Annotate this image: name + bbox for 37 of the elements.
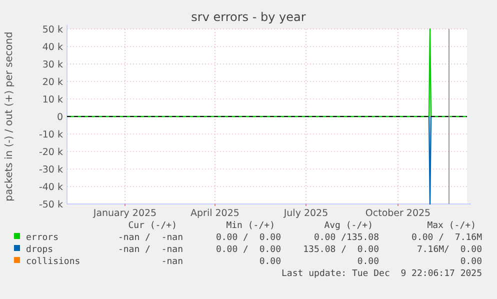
y-tick-label: 20 k <box>42 76 64 88</box>
x-tick-label: April 2025 <box>190 208 240 219</box>
y-tick-label: 50 k <box>42 24 64 36</box>
y-tick-label: 30 k <box>42 59 64 70</box>
legend-label: drops <box>26 245 54 255</box>
text: Last update: Tue Dec 9 22:06:17 2025 <box>282 269 482 279</box>
text: -nan / -nan <box>118 233 183 243</box>
y-tick-label: -50 k <box>38 199 64 210</box>
text: Avg (-/+) <box>324 221 373 231</box>
y-tick-label: -20 k <box>38 146 64 158</box>
text: -nan / -nan <box>118 245 183 255</box>
text: 0.00 <box>460 257 482 267</box>
legend-label: collisions <box>26 257 80 267</box>
text: 0.00 <box>259 257 281 267</box>
y-tick-label: -30 k <box>38 164 64 176</box>
text: Min (-/+) <box>226 221 275 231</box>
y-tick-label: -10 k <box>38 129 64 140</box>
y-tick-label: 0 <box>56 112 63 123</box>
text: 0.00 / 0.00 <box>216 245 281 255</box>
y-tick-label: 40 k <box>42 42 64 53</box>
text: Cur (-/+) <box>128 221 177 231</box>
x-tick-label: October 2025 <box>365 208 431 219</box>
x-tick-label: July 2025 <box>282 208 328 219</box>
text: -nan <box>161 257 183 267</box>
y-tick-label: -40 k <box>38 182 64 193</box>
text: 0.00 / 7.16M <box>412 233 483 243</box>
text: 0.00 /135.08 <box>314 233 379 243</box>
text: Max (-/+) <box>427 221 476 231</box>
legend-label: errors <box>26 233 59 243</box>
text: 0.00 <box>357 257 379 267</box>
y-tick-label: 10 k <box>42 94 64 106</box>
text: 7.16M/ 0.00 <box>416 245 482 255</box>
text: 135.08 / 0.00 <box>303 245 379 255</box>
y-axis-title: packets in (-) / out (+) per second <box>4 32 15 202</box>
x-tick-label: January 2025 <box>92 208 157 219</box>
chart-title: srv errors - by year <box>191 10 306 24</box>
text: 0.00 / 0.00 <box>216 233 281 243</box>
